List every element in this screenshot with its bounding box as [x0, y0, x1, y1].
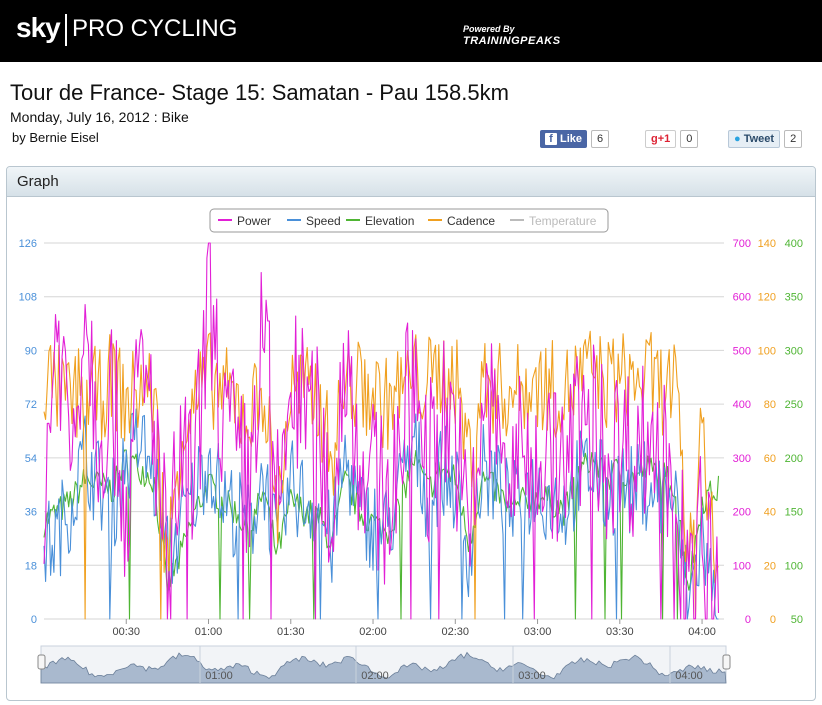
cadence-axis-tick: 100: [758, 345, 776, 357]
graph-panel-title: Graph: [7, 167, 815, 197]
power-axis-tick: 500: [733, 345, 751, 357]
elevation-axis-tick: 200: [785, 453, 803, 465]
cadence-axis-tick: 60: [764, 453, 776, 465]
logo-divider: [65, 14, 67, 46]
google-plus[interactable]: g+1 0: [645, 130, 699, 150]
legend-item: Power: [237, 214, 271, 228]
cadence-axis-tick: 20: [764, 560, 776, 572]
navigator-label: 01:00: [205, 670, 233, 682]
navigator-handle[interactable]: [37, 654, 46, 670]
twitter-bird-icon: ●: [734, 133, 741, 145]
speed-axis-tick: 108: [19, 292, 37, 304]
google-plus-button[interactable]: g+1: [645, 130, 677, 148]
powered-by-label: Powered By: [463, 24, 515, 34]
google-plus-label: +1: [657, 133, 671, 145]
legend-item: Elevation: [365, 214, 414, 228]
legend-item: Speed: [306, 214, 341, 228]
facebook-like-label: Like: [560, 133, 583, 145]
elevation-axis-tick: 400: [785, 238, 803, 250]
facebook-icon: f: [545, 133, 557, 145]
elevation-axis-tick: 350: [785, 292, 803, 304]
facebook-like[interactable]: f Like 6: [540, 130, 610, 150]
power-axis-tick: 400: [733, 399, 751, 411]
facebook-like-button[interactable]: f Like: [540, 130, 588, 148]
elevation-axis-tick: 50: [791, 614, 803, 626]
navigator-label: 03:00: [518, 670, 546, 682]
google-plus-icon: g: [651, 133, 658, 145]
navigator-label: 02:00: [361, 670, 389, 682]
x-axis-tick: 02:30: [442, 626, 470, 638]
sky-logo[interactable]: sky: [16, 12, 61, 43]
x-axis-tick: 03:00: [524, 626, 552, 638]
elevation-axis-tick: 300: [785, 345, 803, 357]
series-line-power: [43, 242, 720, 620]
twitter-tweet[interactable]: ● Tweet 2: [728, 130, 803, 150]
speed-axis-tick: 18: [25, 560, 37, 572]
x-axis-tick: 03:30: [606, 626, 634, 638]
elevation-axis-tick: 150: [785, 507, 803, 519]
workout-date: Monday, July 16, 2012 : Bike: [10, 109, 189, 125]
top-banner: sky PRO CYCLING Powered By TRAININGPEAKS: [0, 0, 822, 62]
x-axis-tick: 00:30: [112, 626, 140, 638]
navigator-area: [40, 651, 727, 684]
tweet-label: Tweet: [743, 133, 775, 145]
cadence-axis-tick: 80: [764, 399, 776, 411]
speed-axis-tick: 0: [31, 614, 37, 626]
author-byline: by Bernie Eisel: [12, 130, 99, 145]
power-axis-tick: 300: [733, 453, 751, 465]
legend-box: [209, 208, 609, 233]
pro-cycling-logo[interactable]: PRO CYCLING: [72, 15, 238, 42]
x-axis-tick: 02:00: [359, 626, 387, 638]
facebook-like-count: 6: [591, 130, 610, 148]
speed-axis-tick: 72: [25, 399, 37, 411]
trainingpeaks-logo[interactable]: TRAININGPEAKS: [463, 35, 561, 47]
speed-axis-tick: 36: [25, 507, 37, 519]
speed-axis-tick: 54: [25, 453, 37, 465]
power-axis-tick: 0: [745, 614, 751, 626]
x-axis-tick: 04:00: [688, 626, 716, 638]
tweet-button[interactable]: ● Tweet: [728, 130, 781, 148]
x-axis-tick: 01:30: [277, 626, 305, 638]
cadence-axis-tick: 40: [764, 507, 776, 519]
x-axis-tick: 01:00: [195, 626, 223, 638]
power-axis-tick: 200: [733, 507, 751, 519]
speed-axis-tick: 126: [19, 238, 37, 250]
power-axis-tick: 700: [733, 238, 751, 250]
cadence-axis-tick: 140: [758, 238, 776, 250]
page-title: Tour de France- Stage 15: Samatan - Pau …: [10, 80, 509, 105]
speed-axis-tick: 90: [25, 345, 37, 357]
tweet-count: 2: [784, 130, 803, 148]
google-plus-count: 0: [680, 130, 699, 148]
elevation-axis-tick: 250: [785, 399, 803, 411]
cadence-axis-tick: 0: [770, 614, 776, 626]
elevation-axis-tick: 100: [785, 560, 803, 572]
navigator-handle[interactable]: [722, 654, 731, 670]
legend-item: Temperature: [529, 214, 597, 228]
navigator-label: 04:00: [675, 670, 703, 682]
legend-item: Cadence: [447, 214, 495, 228]
power-axis-tick: 100: [733, 560, 751, 572]
power-axis-tick: 600: [733, 292, 751, 304]
cadence-axis-tick: 120: [758, 292, 776, 304]
